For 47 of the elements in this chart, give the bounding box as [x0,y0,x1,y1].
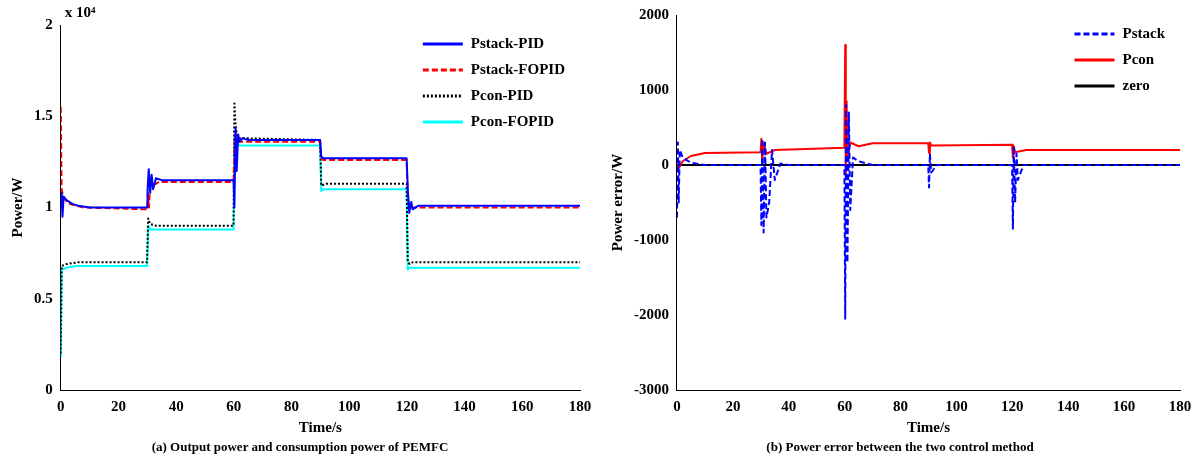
x-tick-label: 160 [1112,397,1136,414]
x-tick-label: 0 [673,397,681,414]
x-tick-label: 0 [57,397,65,414]
x-tick-label: 100 [337,397,361,414]
y-tick-label: 1000 [639,80,669,97]
text: x 10⁴ [64,4,96,21]
y-tick-label: -1000 [634,230,669,247]
y-axis-title: Power error/W [608,153,625,252]
x-tick-label: 160 [511,397,534,414]
x-tick-label: 100 [945,397,968,414]
legend-label: Pcon [1122,50,1155,67]
legend-label: Pstack-PID [470,34,545,51]
legend-label: Pstack [1122,24,1166,41]
x-tick-label: 180 [568,397,592,414]
x-axis-title: Time/s [906,418,951,435]
y-tick-label: 1.5 [34,107,53,124]
x-axis-title: Time/s [298,418,343,435]
x-tick-label: 80 [284,397,300,414]
y-tick-label: -2000 [634,305,669,322]
x-tick-label: 60 [837,397,853,414]
x-tick-label: 20 [725,397,741,414]
x-tick-label: 180 [1168,397,1192,414]
line-series [677,104,1180,320]
y-tick-label: 1 [45,198,53,215]
x-tick-label: 40 [781,397,797,414]
y-tick-label: 2 [45,15,53,32]
y-tick-label: 2000 [639,5,669,22]
y-tick-label: 0.5 [34,289,53,306]
legend-label: zero [1122,76,1150,93]
legend-label: Pstack-FOPID [470,60,566,77]
text: (a) Output power and consumption power of PEMFC [150,438,450,456]
x-tick-label: 60 [226,397,242,414]
y-tick-label: 0 [661,155,669,172]
y-axis-title: Power/W [8,177,25,238]
legend-label: Pcon-PID [470,86,534,103]
line-series [60,106,580,211]
x-tick-label: 140 [453,397,476,414]
y-tick-label: 0 [45,380,53,397]
text: (b) Power error between the two control method [765,438,1035,456]
x-tick-label: 120 [1001,397,1024,414]
x-tick-label: 140 [1056,397,1080,414]
x-tick-label: 40 [168,397,184,414]
x-tick-label: 80 [893,397,909,414]
x-tick-label: 20 [110,397,126,414]
legend-label: Pcon-FOPID [470,112,555,129]
x-tick-label: 120 [395,397,419,414]
y-tick-label: -3000 [634,380,669,397]
